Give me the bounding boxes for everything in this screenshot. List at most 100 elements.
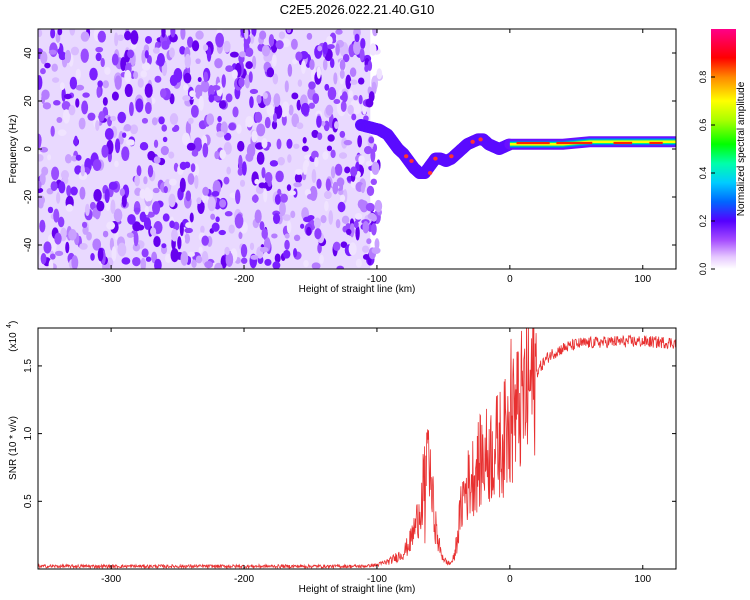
noise-blob	[137, 78, 144, 88]
noise-blob	[266, 67, 275, 78]
noise-blob	[81, 100, 89, 115]
noise-blob	[187, 36, 194, 48]
noise-blob	[127, 49, 135, 59]
noise-blob	[296, 99, 302, 111]
noise-blob	[51, 77, 60, 83]
noise-blob	[141, 117, 149, 124]
snr-line	[38, 328, 676, 569]
noise-blob	[82, 226, 89, 235]
noise-blob	[126, 232, 134, 238]
noise-blob	[370, 178, 378, 186]
noise-blob	[271, 54, 277, 67]
noise-blob	[226, 166, 231, 175]
noise-blob	[236, 124, 242, 134]
noise-blob	[130, 124, 139, 135]
x-tick-label: -300	[101, 274, 121, 285]
noise-blob	[264, 258, 272, 266]
noise-blob	[303, 259, 309, 268]
noise-blob	[180, 251, 189, 266]
noise-blob	[169, 93, 175, 105]
noise-blob	[186, 142, 196, 151]
noise-blob	[79, 243, 88, 250]
noise-blob	[90, 253, 95, 261]
noise-blob	[369, 43, 377, 56]
noise-blob	[47, 206, 54, 214]
noise-blob	[311, 129, 319, 139]
noise-blob	[191, 259, 197, 268]
y-tick-label: 0.5	[23, 494, 34, 508]
noise-blob	[360, 183, 365, 194]
noise-blob	[254, 209, 262, 224]
noise-blob	[228, 122, 237, 131]
noise-blob	[65, 204, 74, 212]
ridge-peak	[433, 156, 438, 161]
snr-x-label: Height of straight line (km)	[299, 584, 416, 595]
noise-blob	[261, 138, 268, 149]
noise-blob	[92, 238, 102, 251]
noise-blob	[143, 217, 152, 230]
snr-x-axis: -300 -200 -100 0 100	[101, 328, 652, 585]
noise-blob	[261, 44, 271, 57]
noise-blob	[152, 187, 160, 194]
noise-blob	[374, 199, 383, 213]
x-tick-label: 100	[634, 574, 651, 585]
noise-blob	[362, 254, 370, 260]
noise-blob	[144, 101, 152, 114]
noise-blob	[40, 252, 47, 265]
noise-blob	[89, 67, 98, 81]
noise-blob	[249, 34, 255, 44]
noise-blob	[214, 58, 223, 69]
noise-blob	[316, 66, 322, 79]
noise-blob	[97, 30, 106, 43]
noise-blob	[348, 242, 357, 256]
noise-blob	[161, 243, 167, 249]
noise-blob	[80, 164, 85, 177]
noise-blob	[187, 173, 195, 185]
y-tick-label: 40	[23, 47, 34, 59]
noise-blob	[366, 185, 375, 196]
noise-blob	[200, 225, 205, 234]
noise-blob	[280, 106, 288, 118]
noise-blob	[169, 113, 179, 125]
noise-blob	[158, 116, 165, 125]
noise-blob	[295, 51, 303, 61]
noise-blob	[339, 59, 346, 71]
noise-blob	[160, 145, 169, 156]
noise-blob	[345, 223, 352, 230]
noise-blob	[272, 261, 281, 269]
noise-blob	[266, 104, 275, 117]
noise-blob	[367, 212, 376, 220]
snr-scale-factor: (x10 4 )	[6, 321, 19, 352]
noise-blob	[309, 59, 315, 71]
noise-blob	[333, 241, 341, 251]
noise-blob	[249, 96, 254, 109]
noise-blob	[121, 193, 127, 208]
noise-blob	[191, 40, 200, 52]
noise-blob	[365, 98, 374, 108]
noise-blob	[181, 132, 191, 146]
noise-blob	[287, 154, 292, 163]
noise-blob	[232, 106, 239, 118]
noise-blob	[288, 104, 294, 116]
spectrogram-y-axis: -40 -20 0 20 40	[23, 47, 676, 252]
noise-blob	[340, 194, 346, 202]
noise-blob	[350, 79, 358, 85]
noise-blob	[365, 202, 375, 212]
noise-blob	[363, 146, 373, 155]
noise-blob	[139, 188, 146, 199]
noise-blob	[259, 221, 265, 231]
noise-blob	[344, 166, 351, 174]
noise-blob	[179, 222, 184, 237]
noise-blob	[311, 150, 319, 159]
noise-blob	[358, 94, 363, 105]
noise-blob	[322, 41, 329, 55]
noise-blob	[319, 254, 324, 264]
noise-blob	[371, 247, 381, 255]
noise-blob	[145, 256, 152, 262]
noise-blob	[290, 38, 298, 50]
noise-blob	[364, 64, 369, 73]
snr-panel: -300 -200 -100 0 100 0.5 1.0 1.5 Height of str…	[6, 321, 677, 595]
noise-blob	[254, 178, 260, 185]
noise-blob	[223, 176, 230, 185]
